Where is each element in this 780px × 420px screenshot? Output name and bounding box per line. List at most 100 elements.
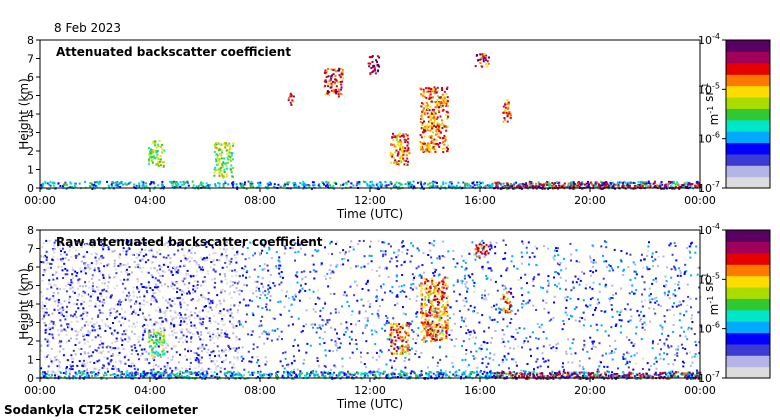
data-cell — [126, 249, 129, 252]
data-cell — [167, 301, 170, 304]
data-cell — [471, 182, 474, 185]
data-cell — [333, 181, 336, 184]
data-cell — [432, 115, 435, 118]
data-cell — [333, 364, 336, 367]
data-cell — [128, 298, 130, 301]
data-cell — [533, 255, 536, 258]
data-cell — [364, 181, 367, 184]
data-cell — [168, 298, 171, 301]
data-cell — [218, 161, 221, 164]
data-cell — [229, 262, 232, 265]
data-cell — [412, 244, 415, 247]
data-cell — [138, 182, 141, 185]
data-cell — [432, 146, 435, 148]
data-cell — [236, 356, 239, 359]
data-cell — [485, 63, 488, 66]
data-cell — [435, 130, 438, 133]
data-cell — [393, 360, 396, 363]
data-cell — [680, 303, 683, 306]
data-cell — [669, 182, 672, 184]
data-cell — [223, 243, 226, 246]
data-cell — [126, 239, 129, 242]
data-cell — [447, 144, 449, 147]
data-cell — [623, 180, 626, 183]
data-cell — [310, 323, 313, 326]
data-cell — [502, 120, 505, 123]
data-cell — [422, 102, 425, 105]
data-cell — [685, 270, 688, 273]
data-cell — [194, 307, 197, 310]
data-cell — [61, 257, 64, 260]
data-cell — [181, 248, 184, 251]
data-cell — [590, 347, 593, 350]
data-cell — [302, 180, 305, 183]
data-cell — [49, 376, 52, 379]
data-cell — [493, 353, 496, 356]
data-cell — [63, 288, 66, 291]
data-cell — [151, 289, 154, 292]
data-cell — [594, 306, 597, 309]
data-cell — [649, 186, 652, 189]
data-cell — [225, 255, 228, 258]
data-cell — [144, 241, 147, 244]
data-cell — [312, 326, 314, 329]
data-cell — [323, 365, 326, 367]
data-cell — [403, 159, 406, 162]
data-cell — [143, 315, 146, 318]
data-cell — [333, 371, 336, 374]
data-cell — [57, 329, 60, 332]
data-cell — [263, 245, 266, 248]
data-cell — [146, 271, 149, 274]
data-cell — [426, 142, 429, 145]
data-cell — [673, 359, 676, 362]
data-cell — [125, 183, 128, 186]
data-cell — [40, 255, 43, 258]
data-cell — [68, 298, 70, 301]
data-cell — [536, 347, 539, 350]
data-cell — [441, 102, 444, 105]
data-cell — [421, 185, 424, 188]
data-cell — [398, 182, 401, 185]
data-cell — [352, 245, 355, 248]
data-cell — [647, 245, 650, 248]
data-cell — [82, 311, 85, 313]
data-cell — [341, 258, 344, 261]
data-cell — [498, 311, 501, 314]
data-cell — [94, 349, 97, 352]
data-cell — [421, 298, 424, 301]
data-cell — [201, 295, 204, 298]
data-cell — [431, 320, 434, 323]
data-cell — [105, 346, 108, 349]
data-cell — [620, 287, 623, 290]
data-cell — [58, 361, 61, 364]
data-cell — [238, 346, 240, 349]
data-cell — [512, 358, 515, 361]
data-cell — [399, 157, 402, 160]
data-cell — [547, 181, 550, 184]
data-cell — [74, 240, 77, 243]
data-cell — [429, 105, 432, 108]
data-cell — [56, 245, 59, 248]
data-cell — [229, 158, 232, 161]
data-cell — [611, 181, 614, 184]
data-cell — [673, 187, 676, 190]
data-cell — [433, 274, 436, 277]
data-cell — [212, 314, 215, 317]
data-cell — [200, 184, 203, 186]
data-cell — [154, 292, 157, 294]
data-cell — [498, 182, 501, 185]
data-cell — [98, 324, 101, 327]
data-cell — [634, 362, 637, 365]
data-cell — [582, 365, 584, 368]
data-cell — [465, 353, 468, 355]
data-cell — [565, 267, 568, 270]
data-cell — [248, 299, 251, 302]
data-cell — [532, 284, 535, 287]
data-cell — [507, 352, 510, 355]
data-cell — [304, 183, 307, 186]
data-cell — [150, 181, 153, 184]
data-cell — [164, 264, 167, 267]
data-cell — [226, 309, 229, 312]
data-cell — [295, 271, 298, 274]
